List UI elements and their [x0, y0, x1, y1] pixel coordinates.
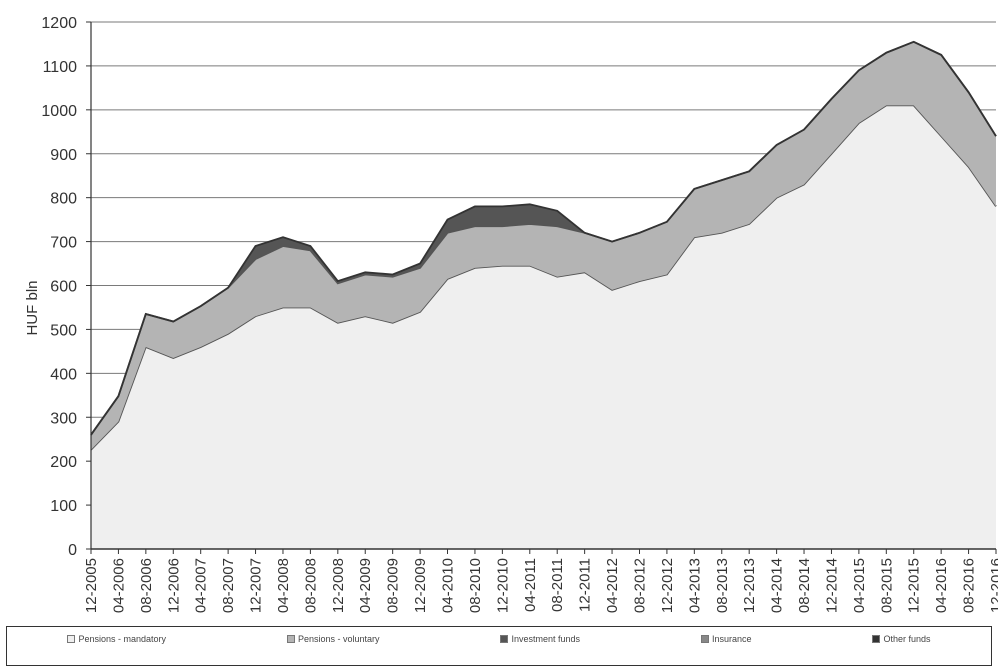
y-tick-label: 800: [50, 191, 77, 208]
x-tick-label: 12-2014: [824, 558, 841, 613]
x-tick-label: 12-2013: [741, 558, 758, 613]
y-tick-label: 0: [68, 542, 77, 559]
x-tick-label: 12-2007: [248, 558, 265, 613]
x-tick-label: 12-2009: [412, 558, 429, 613]
x-tick-label: 12-2010: [494, 558, 511, 613]
y-tick-label: 200: [50, 454, 77, 471]
legend-swatch: [872, 635, 881, 643]
legend-item: Pensions - voluntary: [286, 634, 380, 644]
stacked-area-chart: 0 100 200 300 400 500 600 700 800 900 1000 1100 1200…: [24, 15, 998, 613]
x-tick-label: 12-2006: [165, 558, 182, 613]
x-tick-label: 08-2007: [220, 558, 237, 613]
x-tick-label: 04-2009: [357, 558, 374, 613]
x-tick-label: 04-2015: [851, 558, 868, 613]
y-tick-label: 300: [50, 410, 77, 427]
x-tick-label: 12-2005: [83, 558, 100, 613]
x-tick-label: 04-2016: [933, 558, 950, 613]
legend-item: Pensions - mandatory: [67, 634, 166, 644]
x-tick-label: 08-2010: [467, 558, 484, 613]
x-tick-label: 08-2016: [961, 558, 978, 613]
x-tick-label: 12-2011: [577, 558, 594, 612]
legend-label: Other funds: [883, 634, 931, 644]
y-tick-label: 900: [50, 147, 77, 164]
x-tick-label: 04-2010: [440, 558, 457, 613]
x-tick-label: 04-2013: [686, 558, 703, 613]
legend-swatch: [67, 635, 76, 643]
y-axis-label: HUF bln: [24, 280, 41, 335]
x-tick-label: 12-2012: [659, 558, 676, 613]
x-tick-label: 12-2015: [906, 558, 923, 613]
series-area-0: [91, 105, 996, 550]
x-tick-labels: 12-2005 04-2006 08-2006 12-2006 04-2007 08-20…: [83, 549, 998, 613]
legend-item: Other funds: [872, 634, 930, 644]
x-tick-label: 12-2016: [988, 558, 998, 613]
x-tick-label: 04-2008: [275, 558, 292, 613]
x-tick-label: 08-2014: [796, 558, 813, 613]
legend-swatch: [700, 635, 709, 643]
series-area-1: [91, 41, 996, 450]
y-tick-label: 600: [50, 279, 77, 296]
y-tick-label: 100: [50, 498, 77, 515]
x-tick-label: 12-2008: [330, 558, 347, 613]
y-tick-label: 1100: [43, 59, 78, 76]
legend-swatch: [500, 635, 509, 643]
x-tick-label: 08-2008: [302, 558, 319, 613]
legend-label: Investment funds: [511, 634, 581, 644]
legend-swatch: [286, 635, 295, 643]
x-tick-label: 08-2011: [549, 558, 566, 612]
y-tick-label: 1000: [41, 103, 77, 120]
y-tick-label: 500: [50, 322, 77, 339]
x-tick-label: 08-2012: [632, 558, 649, 613]
legend-label: Pensions - mandatory: [78, 634, 167, 644]
legend-item: Investment funds: [500, 634, 580, 644]
x-tick-label: 08-2006: [138, 558, 155, 613]
x-tick-label: 08-2009: [385, 558, 402, 613]
legend-item: Insurance: [700, 634, 752, 644]
x-tick-label: 04-2007: [193, 558, 210, 613]
x-tick-label: 04-2011: [522, 558, 539, 612]
y-tick-labels: 0 100 200 300 400 500 600 700 800 900 1000 1100 1200: [41, 15, 91, 559]
x-tick-label: 08-2013: [714, 558, 731, 613]
y-tick-label: 400: [50, 366, 77, 383]
legend-label: Pensions - voluntary: [297, 634, 380, 644]
area-series: [90, 40, 997, 550]
y-tick-label: 1200: [41, 15, 77, 32]
y-tick-label: 700: [50, 235, 77, 252]
series-line-2: [90, 40, 997, 436]
x-tick-label: 04-2014: [769, 558, 786, 613]
x-tick-label: 08-2015: [878, 558, 895, 613]
legend-label: Insurance: [711, 634, 752, 644]
x-tick-label: 04-2012: [604, 558, 621, 613]
legend: Pensions - mandatory Pensions - voluntary…: [6, 626, 992, 666]
x-tick-label: 04-2006: [110, 558, 127, 613]
